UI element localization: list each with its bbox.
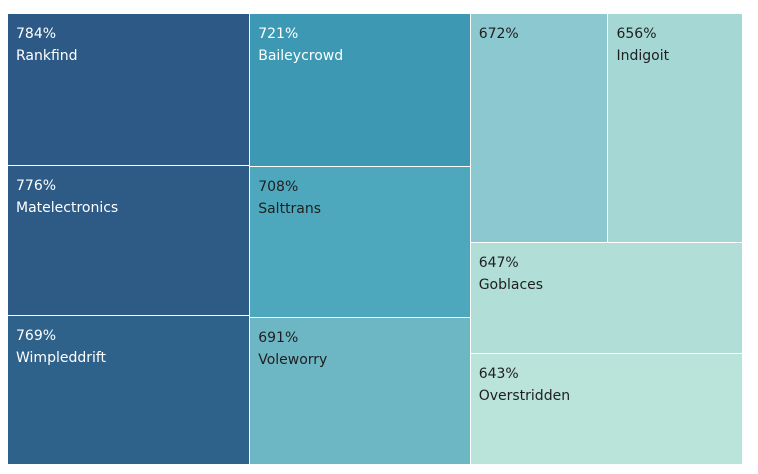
tile-name-label: Matelectronics: [16, 199, 119, 216]
tile-value-label: 708%: [258, 179, 299, 196]
tile-value-label: 656%: [616, 26, 657, 42]
tile-value-label: 784%: [16, 26, 57, 42]
treemap-tile: 784% Rankfind: [8, 14, 251, 166]
tile-value-label: 643%: [478, 366, 519, 383]
tile-value-label: 672%: [478, 26, 519, 42]
tile-value-label: 776%: [16, 177, 57, 194]
tile-name-label: Indigoit: [616, 48, 670, 64]
tile-name-label: Voleworry: [258, 351, 328, 368]
tile-name-label: Rankfind: [16, 48, 78, 64]
treemap-tile: 643% Overstridden: [470, 354, 743, 465]
treemap-tile: 647% Goblaces: [470, 242, 743, 355]
tile-name-label: Goblaces: [478, 276, 544, 293]
treemap-tile: 769% Wimpleddrift: [8, 316, 251, 465]
tile-name-label: Wimpleddrift: [16, 350, 107, 367]
tile-value-label: 691%: [258, 329, 299, 346]
treemap-tile: 691% Voleworry: [250, 317, 471, 465]
tile-value-label: 647%: [478, 254, 519, 271]
tile-name-label: Overstridden: [478, 388, 571, 405]
treemap-tile: 672%: [470, 14, 609, 243]
tile-name-label: Baileycrowd: [258, 48, 344, 64]
tile-value-label: 769%: [16, 328, 57, 345]
tile-value-label: 721%: [258, 26, 299, 42]
treemap-tile: 776% Matelectronics: [8, 165, 251, 317]
treemap-tile: 721% Baileycrowd: [250, 14, 471, 168]
treemap-tile: 708% Salttrans: [250, 167, 471, 318]
tile-name-label: Salttrans: [258, 201, 322, 218]
treemap-tile: 656% Indigoit: [608, 14, 743, 243]
